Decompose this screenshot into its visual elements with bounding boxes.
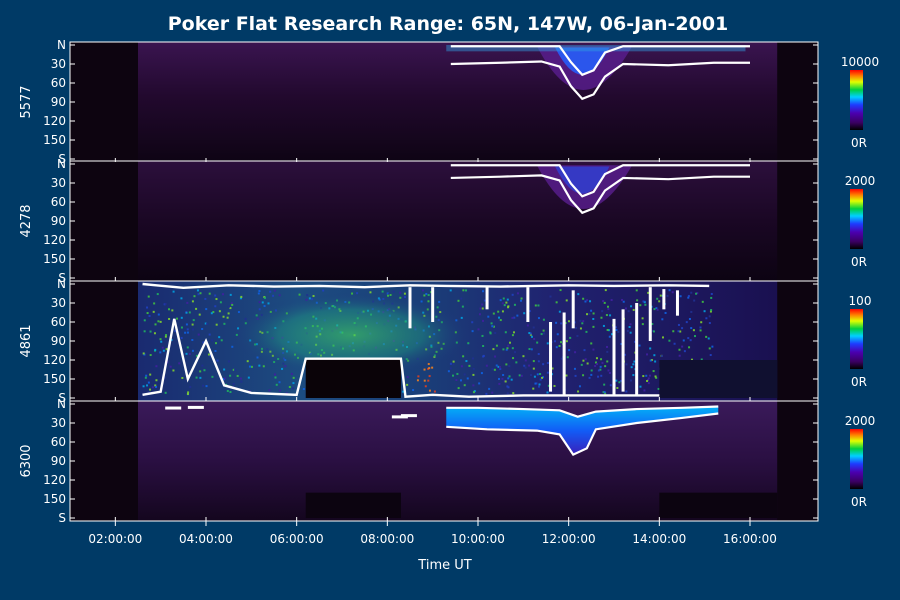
masked-region — [659, 360, 778, 398]
x-tick-label: 12:00:00 — [542, 532, 596, 546]
intensity-contour-upper — [450, 45, 750, 77]
panel-4278: N 30 60 90 120 150 S 4278 2000 0R — [19, 157, 875, 285]
y-tick-label: 30 — [51, 296, 66, 310]
colorbar-min-label: 0R — [851, 495, 867, 509]
emission-field — [138, 161, 778, 281]
colorbar-max-label: 2000 — [845, 414, 876, 428]
intensity-contour-lower — [450, 60, 750, 101]
x-tick-label: 08:00:00 — [360, 532, 414, 546]
x-axis-label: Time UT — [417, 558, 471, 573]
y-tick-label: 60 — [51, 76, 66, 90]
y-axis-label: 4278 — [19, 204, 34, 237]
y-tick-label: 90 — [51, 334, 66, 348]
colorbar-4861: 100 0R — [849, 294, 872, 389]
x-axis: 02:00:00 04:00:00 06:00:00 08:00:00 10:00:00… — [88, 158, 777, 546]
intensity-contour-lower — [450, 174, 750, 215]
y-tick-label: 30 — [51, 57, 66, 71]
y-tick-label: S — [58, 271, 66, 285]
y-tick-label: 150 — [43, 372, 66, 386]
colorbar-min-label: 0R — [851, 136, 867, 150]
contour-fragment — [165, 406, 182, 410]
y-tick-label: 90 — [51, 95, 66, 109]
intensity-contour-lower — [446, 412, 719, 457]
y-axis-label: 5577 — [19, 85, 34, 118]
y-axis-label: 6300 — [19, 444, 34, 477]
x-tick-label: 04:00:00 — [179, 532, 233, 546]
y-tick-label: 60 — [51, 195, 66, 209]
y-tick-label: N — [57, 38, 66, 52]
colorbar-gradient — [850, 429, 863, 489]
colorbar-min-label: 0R — [851, 255, 867, 269]
y-tick-label: N — [57, 397, 66, 411]
colorbar-max-label: 10000 — [841, 55, 879, 69]
colorbar-min-label: 0R — [851, 375, 867, 389]
y-tick-label: 30 — [51, 416, 66, 430]
contour-fragment — [187, 405, 204, 409]
colorbar-5577: 10000 0R — [841, 55, 879, 150]
contour-fragment — [400, 414, 417, 418]
colorbar-gradient — [850, 189, 863, 249]
intensity-contour-upper — [446, 405, 719, 418]
x-tick-label: 16:00:00 — [723, 532, 777, 546]
intensity-contour-lower — [142, 318, 660, 399]
aurora-band — [446, 406, 719, 455]
y-tick-label: 30 — [51, 176, 66, 190]
masked-region — [659, 492, 778, 518]
panels: N 30 60 90 120 150 S 5577 10000 0R N 30 60 90 120 150 S 4… — [19, 38, 879, 525]
x-tick-label: 14:00:00 — [632, 532, 686, 546]
colorbar-4278: 2000 0R — [845, 174, 876, 269]
y-tick-label: S — [58, 511, 66, 525]
y-tick-label: S — [58, 391, 66, 405]
chart-title: Poker Flat Research Range: 65N, 147W, 06… — [168, 13, 729, 35]
colorbar-max-label: 100 — [849, 294, 872, 308]
y-tick-label: 120 — [43, 114, 66, 128]
panel-6300: N 30 60 90 120 150 S 6300 2000 0R — [19, 397, 875, 525]
colorbar-gradient — [850, 70, 863, 130]
y-tick-label: N — [57, 157, 66, 171]
aurora-band-north — [446, 45, 746, 52]
masked-region — [305, 358, 401, 398]
x-tick-label: 10:00:00 — [451, 532, 505, 546]
panel-4861: N 30 60 90 120 150 S 4861 100 0R — [19, 277, 871, 405]
y-tick-label: 90 — [51, 214, 66, 228]
y-tick-label: 150 — [43, 133, 66, 147]
y-tick-label: N — [57, 277, 66, 291]
y-tick-label: 90 — [51, 454, 66, 468]
y-tick-label: 150 — [43, 252, 66, 266]
x-tick-label: 06:00:00 — [270, 532, 324, 546]
contour-fragment — [391, 415, 408, 419]
y-tick-label: 120 — [43, 233, 66, 247]
colorbar-gradient — [850, 309, 863, 369]
emission-field — [138, 42, 778, 162]
y-tick-label: S — [58, 152, 66, 166]
y-tick-label: 60 — [51, 435, 66, 449]
intensity-contour-upper — [450, 164, 750, 198]
intensity-contour-upper — [142, 282, 710, 290]
x-tick-label: 02:00:00 — [88, 532, 142, 546]
colorbar-6300: 2000 0R — [845, 414, 876, 509]
y-axis-label: 4861 — [19, 324, 34, 357]
colorbar-max-label: 2000 — [845, 174, 876, 188]
y-tick-label: 120 — [43, 473, 66, 487]
y-tick-label: 60 — [51, 315, 66, 329]
y-tick-label: 120 — [43, 353, 66, 367]
y-tick-label: 150 — [43, 492, 66, 506]
masked-region — [305, 492, 401, 518]
panel-5577: N 30 60 90 120 150 S 5577 10000 0R — [19, 38, 879, 166]
